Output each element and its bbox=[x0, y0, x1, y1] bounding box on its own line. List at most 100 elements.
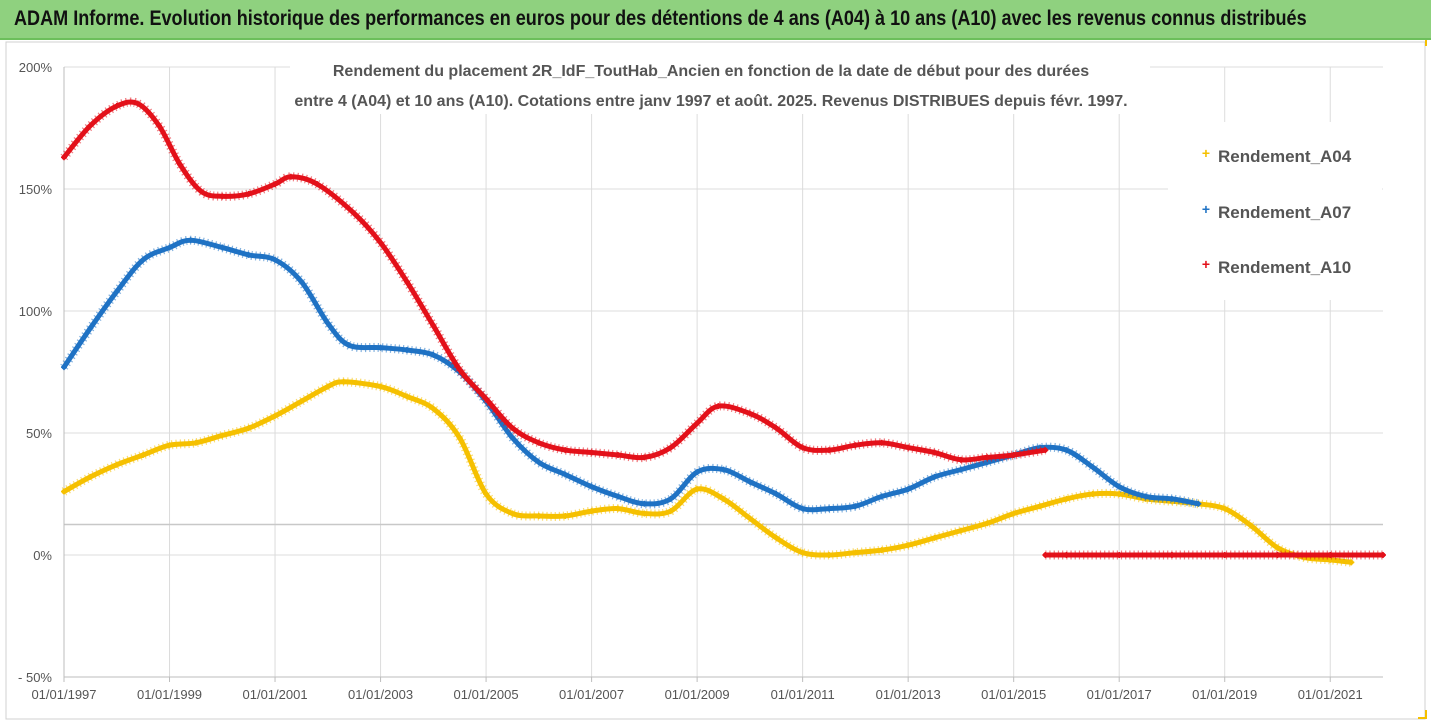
data-point bbox=[773, 534, 780, 541]
data-point bbox=[187, 237, 194, 244]
legend-backdrop bbox=[1168, 122, 1382, 300]
data-point bbox=[377, 383, 384, 390]
x-tick-label: 01/01/2009 bbox=[665, 687, 730, 702]
data-point bbox=[430, 351, 437, 358]
x-tick-label: 01/01/1997 bbox=[31, 687, 96, 702]
data-point bbox=[588, 449, 595, 456]
data-point bbox=[1089, 491, 1096, 497]
data-point bbox=[826, 552, 833, 558]
data-point bbox=[272, 181, 279, 188]
data-point bbox=[298, 278, 305, 285]
data-point bbox=[1221, 505, 1228, 512]
data-point bbox=[113, 461, 120, 468]
data-point bbox=[667, 444, 674, 451]
legend-label-a07: Rendement_A07 bbox=[1218, 203, 1351, 222]
data-point bbox=[87, 473, 94, 480]
y-tick-label: 200% bbox=[19, 60, 53, 75]
banner-title: ADAM Informe. Evolution historique des p… bbox=[14, 7, 1307, 30]
data-point bbox=[1380, 552, 1386, 558]
data-point bbox=[430, 405, 437, 412]
chart-frame bbox=[5, 41, 1426, 720]
data-point bbox=[905, 444, 912, 451]
data-point bbox=[799, 505, 806, 512]
x-tick-label: 01/01/2013 bbox=[876, 687, 941, 702]
data-point bbox=[746, 515, 753, 522]
data-point bbox=[694, 469, 701, 476]
x-tick-label: 01/01/2021 bbox=[1298, 687, 1363, 702]
series-layer bbox=[60, 97, 1386, 567]
data-point bbox=[403, 278, 410, 285]
data-point bbox=[377, 344, 384, 351]
data-point bbox=[588, 508, 595, 515]
data-point bbox=[1116, 491, 1123, 497]
data-point bbox=[852, 549, 859, 556]
data-point bbox=[905, 486, 912, 493]
data-point bbox=[984, 520, 991, 527]
x-tick-label: 01/01/2001 bbox=[243, 687, 308, 702]
data-point bbox=[483, 395, 490, 402]
data-point bbox=[1168, 552, 1175, 558]
data-point bbox=[694, 486, 701, 493]
data-point bbox=[272, 412, 279, 419]
corner-marker-top-right bbox=[1425, 40, 1427, 46]
data-point bbox=[340, 378, 347, 385]
x-tick-label: 01/01/2019 bbox=[1192, 687, 1257, 702]
data-point bbox=[1248, 522, 1255, 529]
x-tick-label: 01/01/2017 bbox=[1087, 687, 1152, 702]
data-point bbox=[799, 444, 806, 451]
data-point bbox=[177, 161, 184, 168]
data-point bbox=[562, 471, 569, 478]
y-tick-label: 150% bbox=[19, 182, 53, 197]
data-point bbox=[562, 447, 569, 454]
data-point bbox=[1063, 447, 1070, 454]
data-point bbox=[314, 181, 321, 188]
legend-item-a10: + Rendement_A10 bbox=[1202, 256, 1351, 277]
data-point bbox=[984, 454, 991, 461]
x-tick-label: 01/01/2015 bbox=[981, 687, 1046, 702]
data-point bbox=[957, 456, 964, 463]
data-point bbox=[113, 288, 120, 295]
data-point bbox=[905, 542, 912, 549]
data-point bbox=[456, 366, 463, 373]
data-point bbox=[456, 434, 463, 441]
data-point bbox=[878, 439, 885, 446]
y-tick-label: 100% bbox=[19, 304, 53, 319]
data-point bbox=[61, 154, 67, 161]
x-gridlines bbox=[63, 67, 1331, 682]
data-point bbox=[1063, 552, 1070, 558]
data-point bbox=[61, 364, 67, 371]
data-point bbox=[1327, 552, 1334, 558]
data-point bbox=[1089, 464, 1096, 471]
data-point bbox=[219, 432, 226, 439]
data-point bbox=[509, 434, 516, 441]
data-point bbox=[641, 454, 648, 461]
data-point bbox=[1274, 544, 1281, 551]
data-point bbox=[324, 383, 331, 390]
data-point bbox=[1063, 495, 1070, 502]
data-point bbox=[878, 493, 885, 500]
series-band bbox=[61, 99, 1048, 463]
y-tick-label: - 50% bbox=[18, 670, 52, 685]
legend: + Rendement_A04 + Rendement_A07 + Rendem… bbox=[1168, 122, 1382, 300]
y-tick-label: 0% bbox=[33, 548, 52, 563]
x-tick-label: 01/01/2003 bbox=[348, 687, 413, 702]
data-point bbox=[219, 244, 226, 251]
data-point bbox=[1037, 503, 1044, 510]
data-point bbox=[351, 210, 358, 217]
series-band bbox=[61, 237, 1201, 513]
data-point bbox=[192, 439, 199, 446]
data-point bbox=[377, 239, 384, 246]
series-rendement-a07 bbox=[60, 235, 1202, 515]
chart: Rendement du placement 2R_IdF_ToutHab_An… bbox=[5, 40, 1427, 720]
data-point bbox=[403, 347, 410, 354]
data-point bbox=[298, 398, 305, 405]
data-point bbox=[641, 510, 648, 517]
corner-marker-bottom-right bbox=[1418, 710, 1427, 719]
chart-title-backdrop bbox=[290, 52, 1150, 114]
data-point bbox=[773, 425, 780, 432]
y-tick-label: 50% bbox=[26, 426, 52, 441]
data-point bbox=[272, 256, 279, 263]
data-point bbox=[430, 322, 437, 329]
data-point bbox=[245, 251, 252, 258]
header-banner: ADAM Informe. Evolution historique des p… bbox=[0, 0, 1431, 40]
